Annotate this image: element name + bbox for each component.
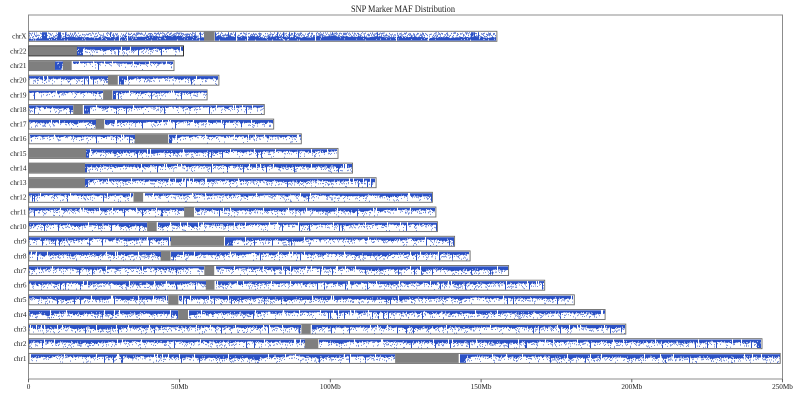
svg-text:chr3: chr3 bbox=[14, 326, 27, 334]
svg-text:chr17: chr17 bbox=[10, 121, 27, 129]
svg-text:chrX: chrX bbox=[12, 33, 27, 41]
svg-text:chr2: chr2 bbox=[14, 340, 27, 348]
svg-text:chr18: chr18 bbox=[10, 106, 27, 114]
svg-text:chr16: chr16 bbox=[10, 135, 27, 143]
svg-text:chr22: chr22 bbox=[10, 47, 27, 55]
svg-text:chr4: chr4 bbox=[14, 311, 27, 319]
svg-text:50Mb: 50Mb bbox=[171, 383, 189, 391]
svg-text:chr7: chr7 bbox=[14, 267, 27, 275]
svg-text:150Mb: 150Mb bbox=[471, 383, 492, 391]
svg-text:chr13: chr13 bbox=[10, 179, 27, 187]
svg-text:chr15: chr15 bbox=[10, 150, 27, 158]
svg-text:chr11: chr11 bbox=[10, 208, 27, 216]
svg-text:chr19: chr19 bbox=[10, 91, 27, 99]
svg-text:200Mb: 200Mb bbox=[621, 383, 642, 391]
svg-text:chr12: chr12 bbox=[10, 194, 27, 202]
svg-text:chr20: chr20 bbox=[10, 77, 27, 85]
svg-text:chr9: chr9 bbox=[14, 238, 27, 246]
svg-text:chr14: chr14 bbox=[10, 165, 27, 173]
svg-text:chr5: chr5 bbox=[14, 296, 27, 304]
svg-text:chr21: chr21 bbox=[10, 62, 27, 70]
svg-text:chr6: chr6 bbox=[14, 282, 27, 290]
svg-text:100Mb: 100Mb bbox=[320, 383, 341, 391]
svg-text:250Mb: 250Mb bbox=[772, 383, 793, 391]
svg-text:0: 0 bbox=[27, 383, 31, 391]
svg-text:chr1: chr1 bbox=[14, 355, 27, 363]
svg-text:chr10: chr10 bbox=[10, 223, 27, 231]
svg-text:SNP Marker MAF Distribution: SNP Marker MAF Distribution bbox=[351, 5, 455, 15]
svg-text:chr8: chr8 bbox=[14, 252, 27, 260]
